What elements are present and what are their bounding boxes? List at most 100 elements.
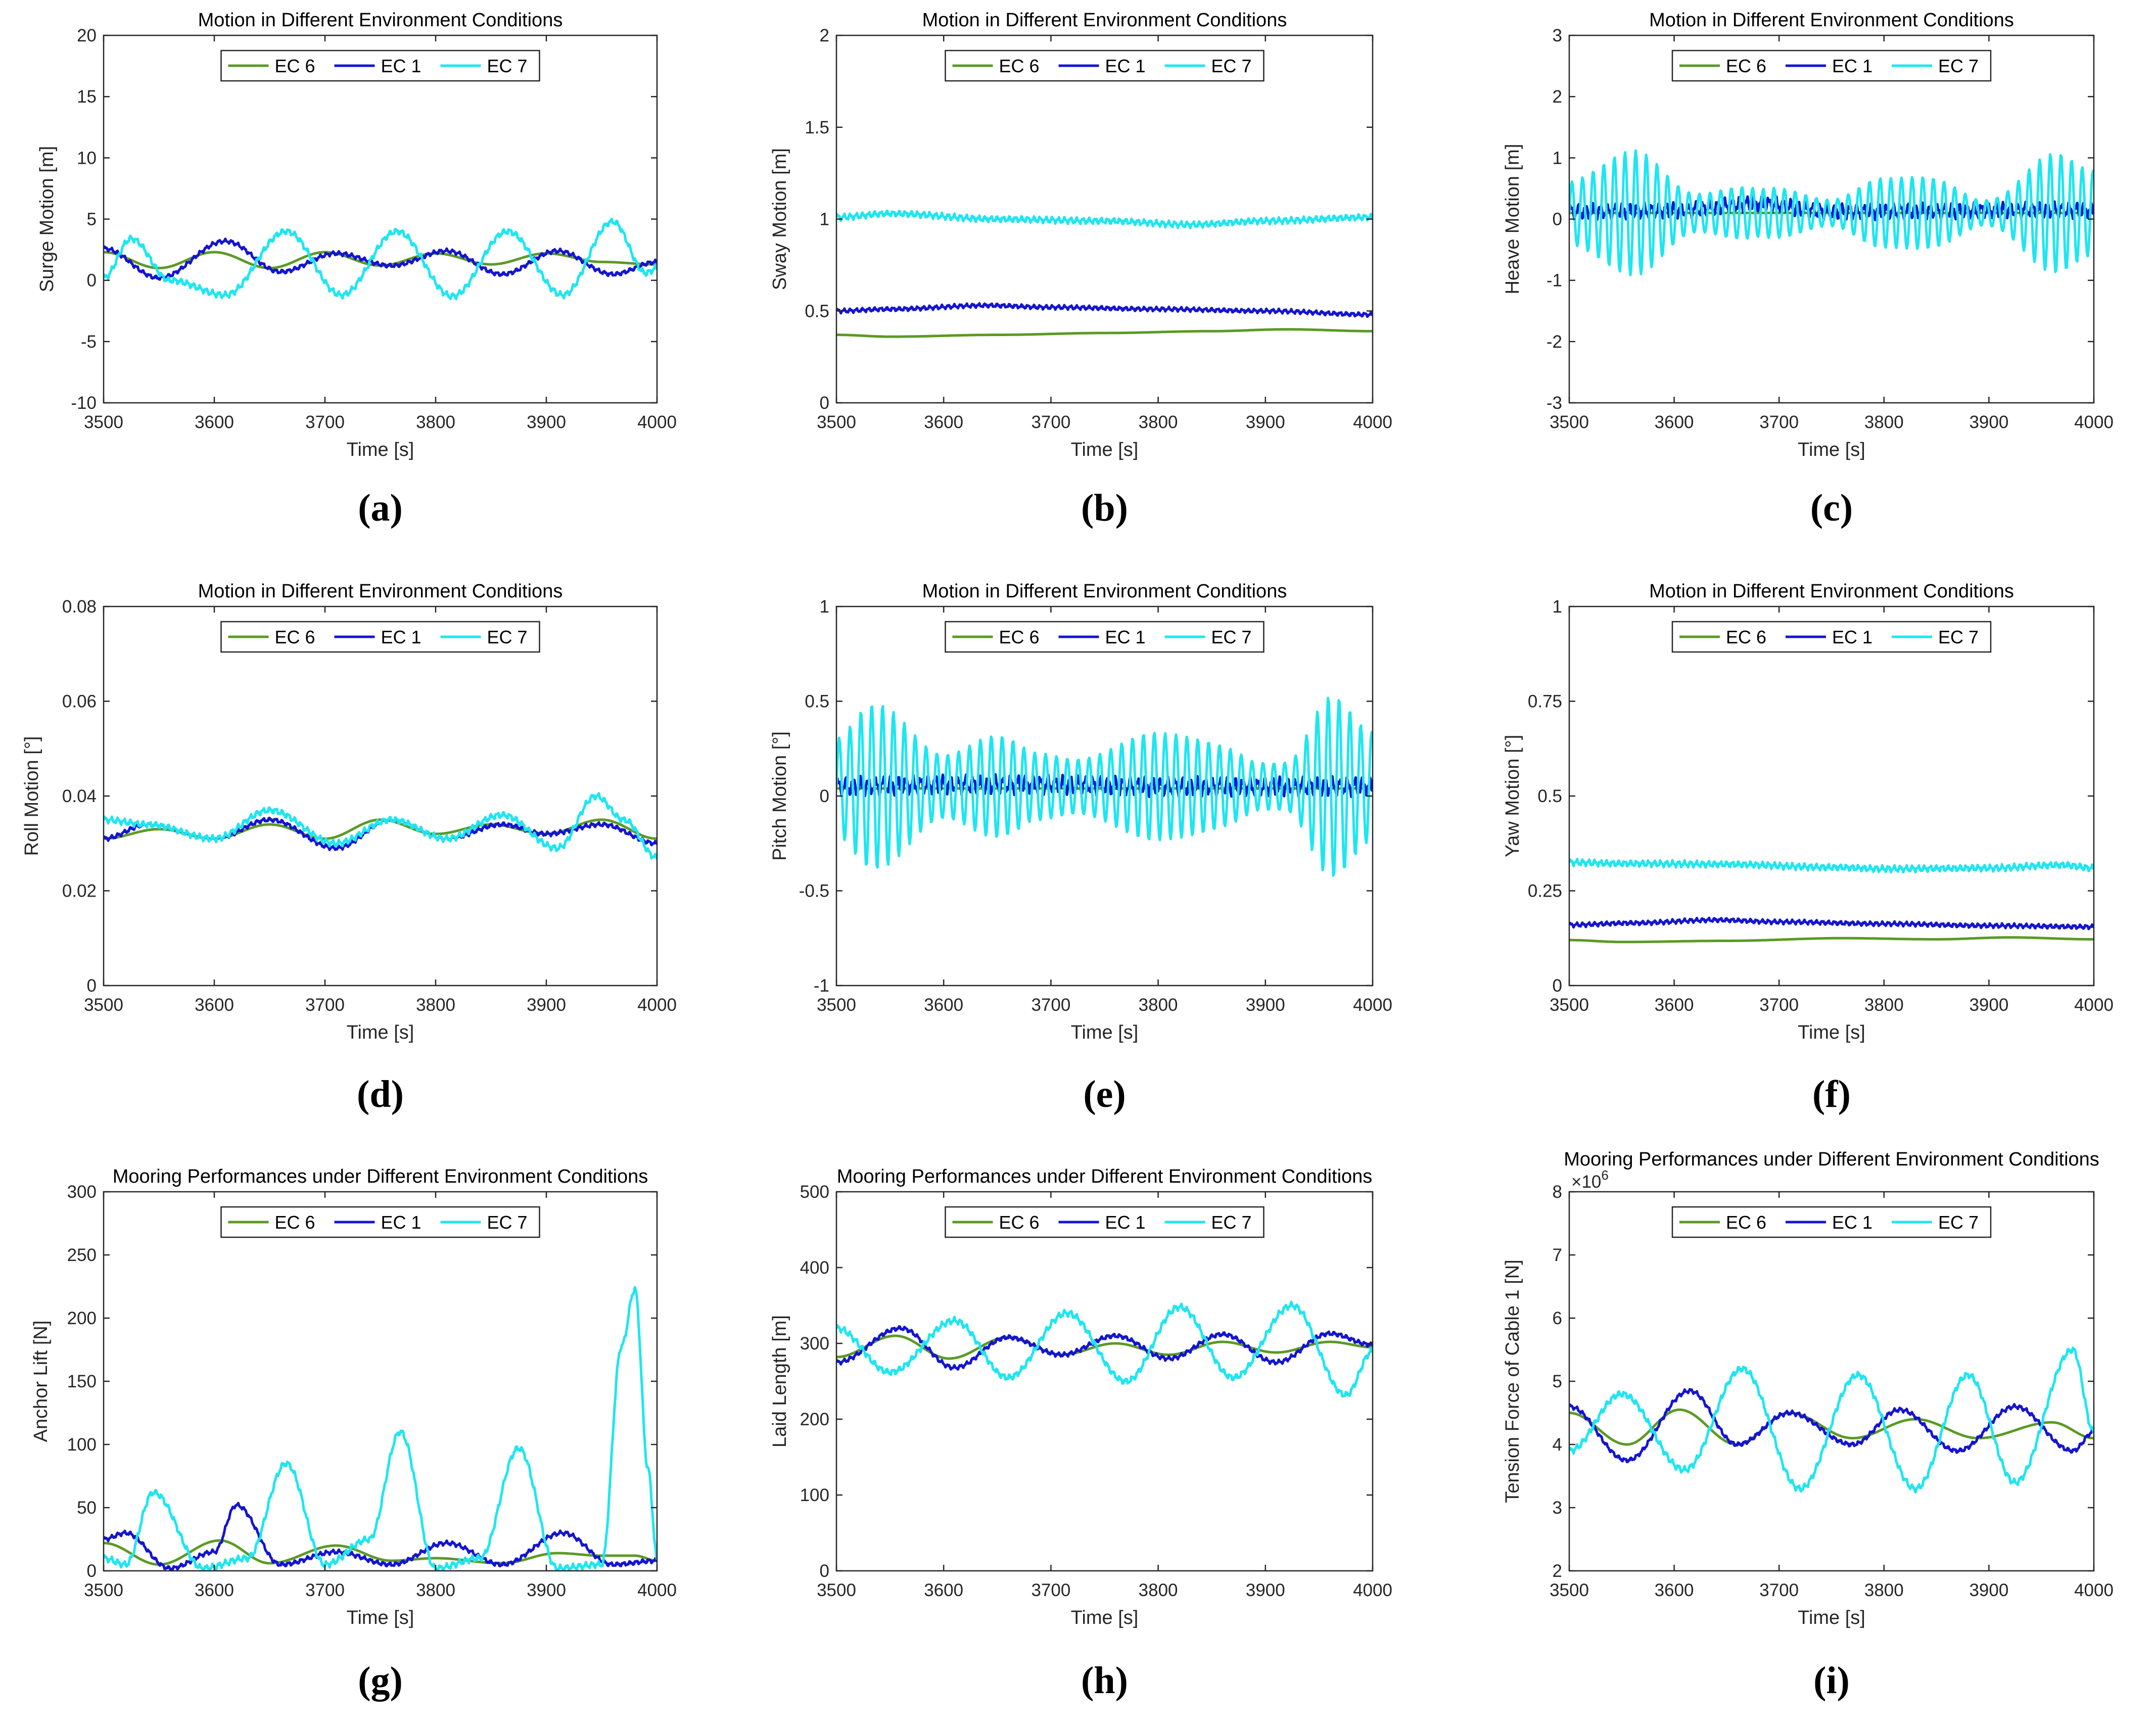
legend-label-d-2: EC 7 bbox=[487, 627, 528, 647]
x-tick-label-f: 3700 bbox=[1759, 995, 1799, 1015]
chart-panel-f: 3500 3600 3700 3800 3900 4000 0 0.25 0.5 0.75 1 Mot… bbox=[1502, 581, 2114, 1043]
legend-box-e bbox=[945, 621, 1264, 653]
y-tick-label-d: 0.08 bbox=[62, 597, 97, 617]
y-tick-label-h: 200 bbox=[800, 1410, 829, 1429]
y-axis-label-c: Heave Motion [m] bbox=[1502, 144, 1523, 295]
y-tick-label-h: 500 bbox=[800, 1182, 829, 1202]
chart-panel-c: 3500 3600 3700 3800 3900 4000 -3 -2 -1 0 1 2 3 Motion… bbox=[1502, 10, 2114, 460]
legend-label-h-0: EC 6 bbox=[999, 1212, 1040, 1233]
y-axis-label-e: Pitch Motion [°] bbox=[769, 731, 790, 861]
chart-series-group-d bbox=[104, 792, 657, 860]
legend-label-e-2: EC 7 bbox=[1211, 627, 1252, 647]
x-tick-label-h: 4000 bbox=[1353, 1580, 1392, 1600]
panel-label-f: (f) bbox=[1812, 1073, 1851, 1115]
legend-label-f-1: EC 1 bbox=[1832, 627, 1872, 647]
legend-label-c-0: EC 6 bbox=[1726, 56, 1766, 76]
y-tick-label-b: 1 bbox=[820, 210, 829, 229]
chart-panel-b: 3500 3600 3700 3800 3900 4000 0 0.5 1 1.5 2 Motion … bbox=[769, 10, 1392, 460]
legend-d: EC 6 EC 1 EC 7 bbox=[220, 621, 540, 653]
legend-f: EC 6 EC 1 EC 7 bbox=[1671, 621, 1992, 653]
axes-box-i bbox=[1568, 1191, 2095, 1572]
axes-box-a bbox=[103, 34, 658, 404]
y-tick-label-a: -10 bbox=[71, 393, 97, 413]
y-tick-label-c: 0 bbox=[1553, 210, 1562, 229]
y-tick-label-b: 1.5 bbox=[805, 118, 829, 137]
x-tick-label-i: 3600 bbox=[1655, 1580, 1694, 1600]
x-tick-label-i: 3700 bbox=[1759, 1580, 1799, 1600]
x-tick-label-g: 3500 bbox=[84, 1580, 123, 1600]
y-tick-label-c: -3 bbox=[1546, 393, 1562, 413]
series-line-c-ec7 bbox=[1569, 149, 2094, 276]
legend-label-a-2: EC 7 bbox=[487, 56, 528, 76]
axes-box-d bbox=[103, 605, 658, 987]
y-axis-label-f: Yaw Motion [°] bbox=[1502, 735, 1523, 858]
panel-label-b: (b) bbox=[1081, 487, 1128, 529]
y-tick-label-e: 0.5 bbox=[805, 692, 829, 712]
series-line-i-ec1 bbox=[1569, 1388, 2094, 1464]
x-tick-label-b: 3800 bbox=[1139, 412, 1178, 432]
series-line-a-ec7 bbox=[104, 217, 657, 301]
legend-label-i-1: EC 1 bbox=[1832, 1212, 1872, 1233]
y-axis-label-i: Tension Force of Cable 1 [N] bbox=[1502, 1259, 1523, 1503]
axes-box-f bbox=[1568, 605, 2095, 987]
x-tick-label-f: 3500 bbox=[1550, 995, 1589, 1015]
y-axis-label-g: Anchor Lift [N] bbox=[30, 1321, 52, 1442]
panel-label-h: (h) bbox=[1081, 1659, 1128, 1702]
y-tick-label-g: 200 bbox=[67, 1309, 97, 1328]
series-line-a-ec1 bbox=[104, 238, 657, 281]
x-tick-label-d: 3700 bbox=[305, 995, 345, 1015]
y-tick-label-d: 0.04 bbox=[62, 786, 97, 806]
series-line-g-ec7 bbox=[104, 1286, 657, 1571]
x-tick-label-c: 3700 bbox=[1759, 412, 1799, 432]
x-tick-label-c: 3600 bbox=[1655, 412, 1694, 432]
chart-title-h: Mooring Performances under Different Env… bbox=[837, 1166, 1373, 1187]
y-tick-label-f: 1 bbox=[1553, 597, 1562, 617]
x-tick-label-h: 3800 bbox=[1139, 1580, 1178, 1600]
panel-label-e: (e) bbox=[1083, 1073, 1126, 1115]
y-tick-label-b: 0 bbox=[820, 393, 829, 413]
x-tick-label-b: 4000 bbox=[1353, 412, 1392, 432]
y-tick-label-g: 250 bbox=[67, 1245, 97, 1265]
x-tick-label-i: 3900 bbox=[1969, 1580, 2008, 1600]
legend-label-c-2: EC 7 bbox=[1938, 56, 1979, 76]
y-tick-label-h: 100 bbox=[800, 1485, 829, 1505]
y-tick-label-f: 0.75 bbox=[1528, 692, 1562, 712]
legend-e: EC 6 EC 1 EC 7 bbox=[945, 621, 1264, 653]
x-axis-label-f: Time [s] bbox=[1798, 1022, 1865, 1043]
legend-label-h-2: EC 7 bbox=[1211, 1212, 1252, 1233]
series-line-f-ec1 bbox=[1569, 916, 2094, 930]
x-tick-label-i: 4000 bbox=[2074, 1580, 2114, 1600]
panel-label-c: (c) bbox=[1810, 487, 1853, 529]
legend-label-g-1: EC 1 bbox=[381, 1212, 421, 1233]
y-tick-label-d: 0.02 bbox=[62, 881, 97, 901]
chart-panel-d: 3500 3600 3700 3800 3900 4000 0 0.02 0.04 0.06 0.0… bbox=[21, 581, 677, 1043]
y-tick-label-d: 0.06 bbox=[62, 692, 97, 712]
y-tick-label-h: 0 bbox=[820, 1561, 829, 1581]
y-tick-label-h: 300 bbox=[800, 1334, 829, 1353]
x-tick-label-d: 3600 bbox=[195, 995, 234, 1015]
y-tick-label-f: 0.25 bbox=[1528, 881, 1562, 901]
series-line-b-ec1 bbox=[836, 302, 1373, 318]
series-line-f-ec6 bbox=[1569, 936, 2094, 944]
legend-c: EC 6 EC 1 EC 7 bbox=[1671, 50, 1992, 82]
y-tick-label-g: 300 bbox=[67, 1182, 97, 1202]
y-tick-label-a: 10 bbox=[77, 148, 97, 168]
series-line-b-ec7 bbox=[836, 209, 1373, 229]
x-tick-label-e: 3500 bbox=[817, 995, 856, 1015]
y-tick-label-f: 0.5 bbox=[1537, 786, 1562, 806]
y-axis-label-b: Sway Motion [m] bbox=[769, 148, 790, 290]
series-line-h-ec1 bbox=[836, 1325, 1373, 1371]
y-tick-label-a: 20 bbox=[77, 26, 97, 45]
panel-label-d: (d) bbox=[357, 1073, 404, 1115]
series-line-g-ec1 bbox=[104, 1502, 657, 1571]
chart-title-d: Motion in Different Environment Conditio… bbox=[198, 581, 563, 602]
legend-label-a-0: EC 6 bbox=[275, 56, 315, 76]
legend-box-h bbox=[945, 1206, 1264, 1238]
chart-series-group-a bbox=[104, 217, 657, 301]
y-tick-label-i: 2 bbox=[1553, 1561, 1562, 1581]
series-line-e-ec1 bbox=[836, 773, 1373, 799]
y-tick-label-c: 1 bbox=[1553, 148, 1562, 168]
legend-label-e-1: EC 1 bbox=[1105, 627, 1146, 647]
chart-title-g: Mooring Performances under Different Env… bbox=[113, 1166, 648, 1187]
legend-label-d-0: EC 6 bbox=[275, 627, 315, 647]
